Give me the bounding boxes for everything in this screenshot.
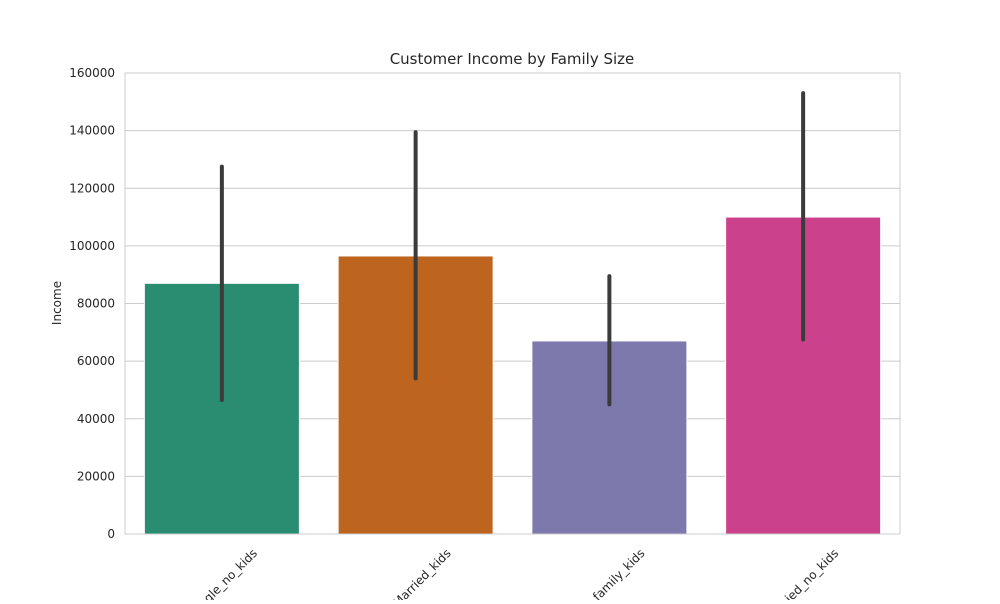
x-tick-label: family_kids xyxy=(590,546,647,600)
y-tick-label: 160000 xyxy=(69,66,115,80)
y-tick-label: 120000 xyxy=(69,181,115,195)
y-tick-label: 0 xyxy=(107,527,115,541)
x-tick-labels: gle_no_kids Married_kids family_kids ied_no… xyxy=(201,546,841,604)
x-tick-label: ied_no_kids xyxy=(782,546,841,600)
y-tick-label: 40000 xyxy=(77,412,115,426)
x-tick-label: Married_kids xyxy=(390,546,454,600)
y-tick-label: 60000 xyxy=(77,354,115,368)
y-axis-label: Income xyxy=(50,281,64,325)
y-tick-label: 20000 xyxy=(77,469,115,483)
y-tick-label: 100000 xyxy=(69,239,115,253)
bars xyxy=(143,216,882,535)
x-tick-label: gle_no_kids xyxy=(201,546,260,600)
plot-frame xyxy=(124,72,901,535)
error-bars xyxy=(219,91,806,407)
y-tick-label: 80000 xyxy=(77,297,115,311)
y-tick-labels: 0 20000 40000 60000 80000 100000 120000 140000 1… xyxy=(69,66,115,541)
chart-title: Customer Income by Family Size xyxy=(390,50,635,68)
y-tick-label: 140000 xyxy=(69,124,115,138)
